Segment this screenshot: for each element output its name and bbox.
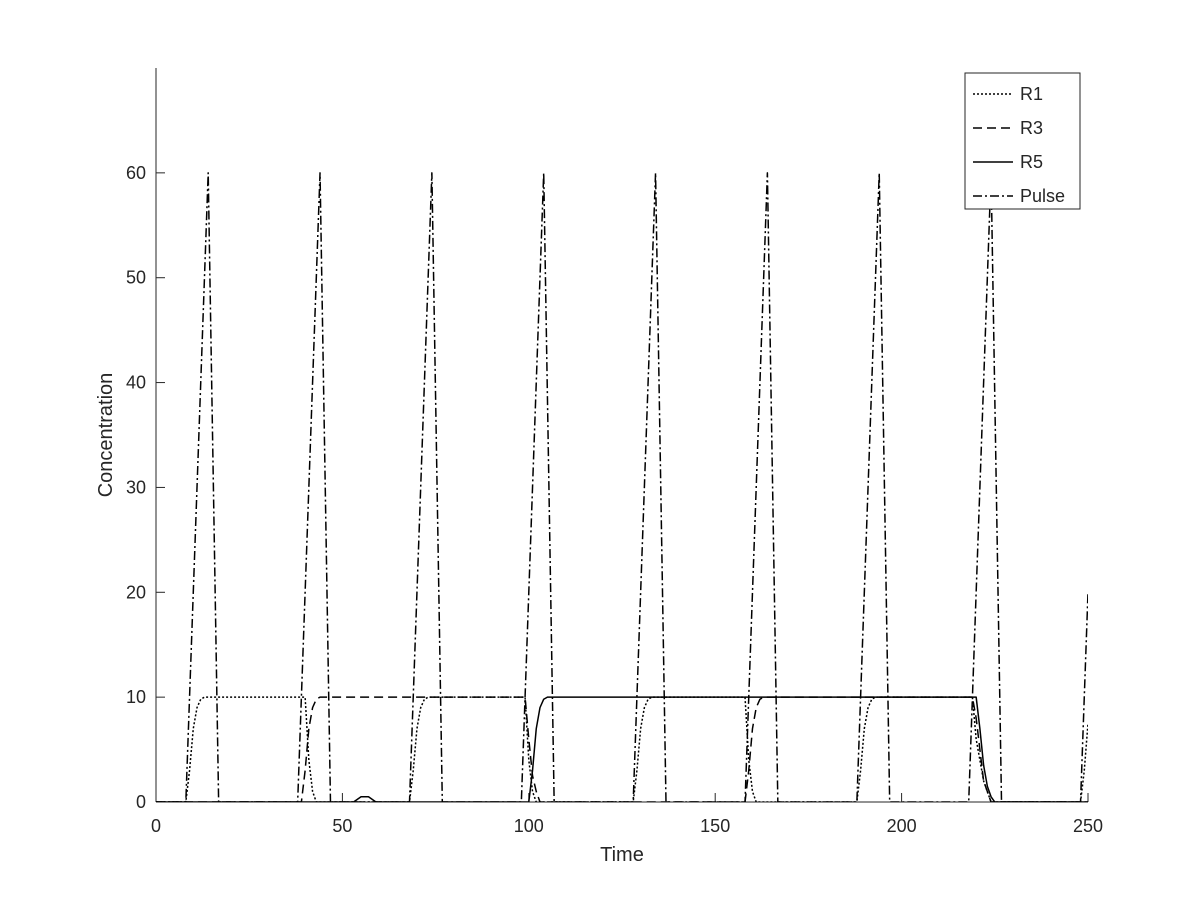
y-tick-label: 30 <box>126 477 146 497</box>
y-tick-label: 40 <box>126 373 146 393</box>
x-tick-label: 100 <box>514 816 544 836</box>
y-tick-label: 20 <box>126 582 146 602</box>
legend-box <box>964 72 1081 210</box>
series-line-r3 <box>156 696 1088 802</box>
legend-label-r3: R3 <box>1020 118 1043 138</box>
legend-label-r1: R1 <box>1020 84 1043 104</box>
y-tick-label: 50 <box>126 268 146 288</box>
x-tick-label: 200 <box>887 816 917 836</box>
x-tick-label: 50 <box>332 816 352 836</box>
x-tick-label: 250 <box>1073 816 1103 836</box>
legend-label-r5: R5 <box>1020 152 1043 172</box>
series-lines <box>156 172 1088 802</box>
series-line-pulse <box>156 172 1088 802</box>
x-tick-label: 0 <box>151 816 161 836</box>
y-tick-label: 0 <box>136 792 146 812</box>
x-tick-label: 150 <box>700 816 730 836</box>
series-line-r1 <box>156 696 1088 802</box>
y-tick-label: 10 <box>126 687 146 707</box>
y-tick-label: 60 <box>126 163 146 183</box>
series-line-r5 <box>156 696 1088 802</box>
y-axis-label: Concentration <box>95 373 117 498</box>
x-axis-label: Time <box>600 844 644 866</box>
legend: R1 R3 R5 Pulse <box>964 72 1081 210</box>
legend-label-pulse: Pulse <box>1020 186 1065 206</box>
axes: 0 50 100 150 200 250 0 10 20 30 40 50 60 <box>126 68 1103 836</box>
